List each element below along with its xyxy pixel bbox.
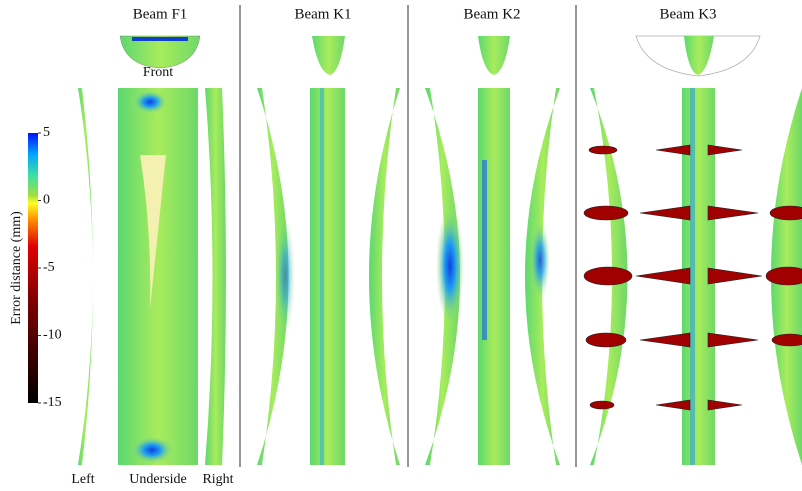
panel-titles: Beam F1 Beam K1 Beam K2 Beam K3 [133, 6, 717, 22]
colorbar-tick-label: -5 [43, 260, 55, 275]
beam-k3 [584, 36, 802, 465]
panel-title: Beam K3 [659, 6, 716, 22]
colorbar-ticks: 5 0 -5 -10 -15 [38, 125, 62, 410]
beam-f1: Front Left Underside Right [71, 36, 233, 487]
view-label: Front [143, 65, 173, 80]
figure: Beam F1 Beam K1 Beam K2 Beam K3 Error di… [0, 0, 802, 491]
colorbar-tick-label: 5 [43, 125, 50, 140]
beam-k2 [425, 36, 560, 465]
beam-k1 [257, 36, 400, 465]
colorbar-tick-label: -10 [43, 328, 62, 343]
colorbar-label: Error distance (mm) [9, 211, 24, 325]
colorbar-tick-label: -15 [43, 395, 62, 410]
view-label: Underside [129, 472, 187, 487]
view-label: Right [202, 472, 233, 487]
panel-title: Beam F1 [133, 6, 188, 22]
panel-title: Beam K1 [294, 6, 351, 22]
colorbar [28, 133, 38, 403]
panel-title: Beam K2 [463, 6, 520, 22]
colorbar-tick-label: 0 [43, 193, 50, 208]
view-label: Left [71, 472, 94, 487]
